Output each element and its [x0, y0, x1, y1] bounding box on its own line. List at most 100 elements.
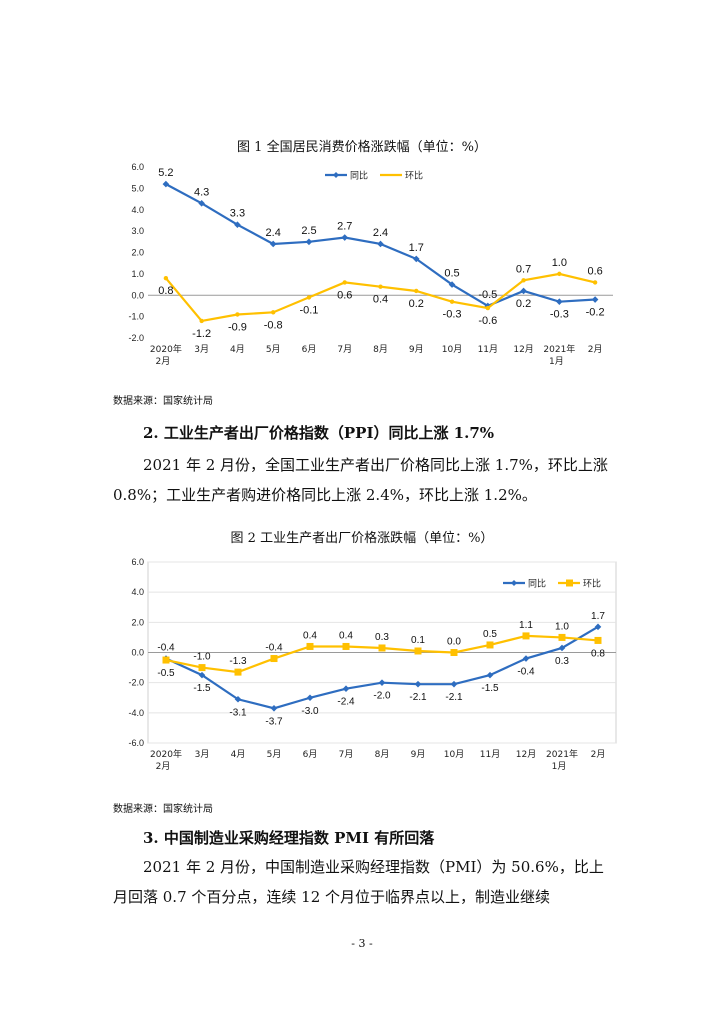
- data-label-mom: -0.9: [228, 321, 247, 333]
- data-label-yoy: 0.2: [516, 298, 531, 310]
- x-tick-label: 6月: [303, 749, 318, 760]
- y-tick-label: 0.0: [131, 648, 144, 658]
- page-number: - 3 -: [351, 937, 373, 950]
- data-label-yoy: -2.1: [445, 692, 463, 703]
- data-label-mom: -0.4: [265, 643, 283, 654]
- data-label-yoy: 3.3: [230, 208, 245, 220]
- data-label-yoy: 0.3: [555, 656, 569, 667]
- data-label-yoy: -0.4: [157, 643, 175, 654]
- data-label-mom: 1.0: [555, 621, 569, 632]
- x-tick-label: 1月: [552, 761, 567, 772]
- data-label-yoy: -0.4: [517, 667, 535, 678]
- data-label-yoy: 1.7: [409, 242, 424, 254]
- x-tick-label: 4月: [230, 344, 245, 355]
- x-tick-label: 12月: [513, 344, 533, 355]
- data-point-mom: [199, 318, 204, 324]
- y-tick-label: -2.0: [128, 678, 144, 688]
- data-label-mom: -0.5: [157, 668, 175, 679]
- x-tick-label: 11月: [478, 344, 498, 355]
- data-point-yoy: [269, 240, 277, 248]
- data-point-yoy: [414, 680, 422, 688]
- data-point-yoy: [234, 695, 242, 703]
- data-point-mom: [270, 310, 276, 315]
- x-tick-label: 8月: [375, 749, 390, 760]
- data-point-yoy: [342, 685, 350, 692]
- data-label-yoy: -2.4: [337, 697, 355, 708]
- x-tick-label: 10月: [444, 749, 464, 760]
- section-2-heading: 2. 工业生产者出厂价格指数（PPI）同比上涨 1.7%: [143, 424, 495, 442]
- data-label-mom: 0.8: [158, 285, 173, 297]
- figure-2-caption: 图 2 工业生产者出厂价格涨跌幅（单位：%）: [230, 531, 494, 546]
- data-point-mom: [592, 280, 598, 285]
- data-point-mom: [306, 642, 314, 650]
- data-label-yoy: -2.1: [409, 692, 427, 703]
- data-point-mom: [450, 649, 458, 656]
- data-label-yoy: -0.3: [550, 309, 569, 321]
- legend-marker: [511, 580, 517, 586]
- data-label-yoy: 2.7: [337, 221, 352, 233]
- data-point-mom: [163, 275, 169, 281]
- figure-2-chart: 6.0 4.0 2.0 0.0 -2.0 -4.0 -6.0 2020年 2月 3月 4月 5月 6月 7…: [113, 552, 620, 782]
- data-label-mom: -1.2: [192, 328, 211, 340]
- x-tick-label: 11月: [480, 749, 500, 760]
- data-label-mom: -0.3: [443, 309, 462, 321]
- data-point-yoy: [594, 623, 602, 631]
- data-label-mom: 0.1: [411, 635, 425, 646]
- data-label-yoy: -2.0: [373, 691, 391, 702]
- data-point-mom: [378, 284, 383, 289]
- data-point-yoy: [378, 679, 386, 686]
- data-label-yoy: -3.0: [301, 706, 319, 717]
- x-tick-label: 2021年: [546, 748, 578, 760]
- data-point-mom: [198, 664, 206, 672]
- y-tick-label: 6.0: [131, 162, 144, 172]
- data-label-yoy: 2.4: [266, 227, 281, 239]
- x-tick-label: 2月: [588, 344, 603, 355]
- x-tick-label: 1月: [549, 356, 564, 367]
- data-label-mom: 0.3: [375, 632, 389, 643]
- data-label-yoy: -1.5: [481, 683, 499, 694]
- x-tick-label: 2月: [591, 749, 606, 760]
- data-point-mom: [270, 655, 278, 663]
- legend-label: 同比: [350, 170, 368, 182]
- data-point-mom: [306, 295, 312, 300]
- x-tick-label: 4月: [231, 749, 246, 760]
- x-tick-label: 2020年: [150, 748, 182, 760]
- data-label-yoy: 2.5: [301, 225, 316, 237]
- data-point-mom: [342, 280, 347, 285]
- data-label-yoy: 2.4: [373, 227, 388, 239]
- data-label-yoy: 5.2: [158, 167, 173, 179]
- data-label-mom: -0.1: [299, 304, 318, 316]
- y-tick-label: 4.0: [131, 205, 144, 215]
- data-point-yoy: [341, 234, 349, 241]
- data-label-mom: 0.8: [591, 648, 605, 659]
- data-label-mom: 0.2: [409, 298, 424, 310]
- x-tick-label: 6月: [302, 344, 317, 355]
- section-2-paragraph: 2021 年 2 月份，全国工业生产者出厂价格同比上涨 1.7%，环比上涨 0.…: [113, 456, 608, 504]
- data-label-mom: 1.1: [519, 620, 533, 631]
- data-label-yoy: -0.2: [586, 307, 605, 319]
- figure-1-source: 数据来源：国家统计局: [113, 396, 213, 407]
- figure-1-caption: 图 1 全国居民消费价格涨跌幅（单位：%）: [237, 140, 487, 155]
- data-point-mom: [234, 668, 242, 676]
- data-label-mom: 0.6: [587, 265, 602, 277]
- data-label-mom: 0.4: [339, 630, 353, 641]
- data-point-yoy: [377, 240, 384, 248]
- data-point-yoy: [450, 680, 458, 688]
- y-tick-label: -6.0: [128, 738, 144, 748]
- data-point-mom: [594, 636, 602, 644]
- data-point-mom: [449, 299, 455, 304]
- x-tick-label: 10月: [442, 344, 462, 355]
- y-tick-label: 2.0: [131, 617, 144, 627]
- section-3-paragraph: 2021 年 2 月份，中国制造业采购经理指数（PMI）为 50.6%，比上月回…: [113, 858, 604, 906]
- data-point-yoy: [520, 287, 527, 295]
- data-point-yoy: [305, 238, 313, 246]
- data-label-mom: -0.8: [264, 319, 283, 331]
- y-tick-label: -1.0: [128, 312, 144, 322]
- x-tick-label: 2月: [156, 356, 171, 367]
- data-label-yoy: 0.5: [444, 268, 459, 280]
- data-point-yoy: [591, 296, 599, 303]
- data-point-mom: [414, 647, 422, 655]
- legend-label: 环比: [405, 170, 423, 182]
- data-label-mom: 0.4: [373, 294, 388, 306]
